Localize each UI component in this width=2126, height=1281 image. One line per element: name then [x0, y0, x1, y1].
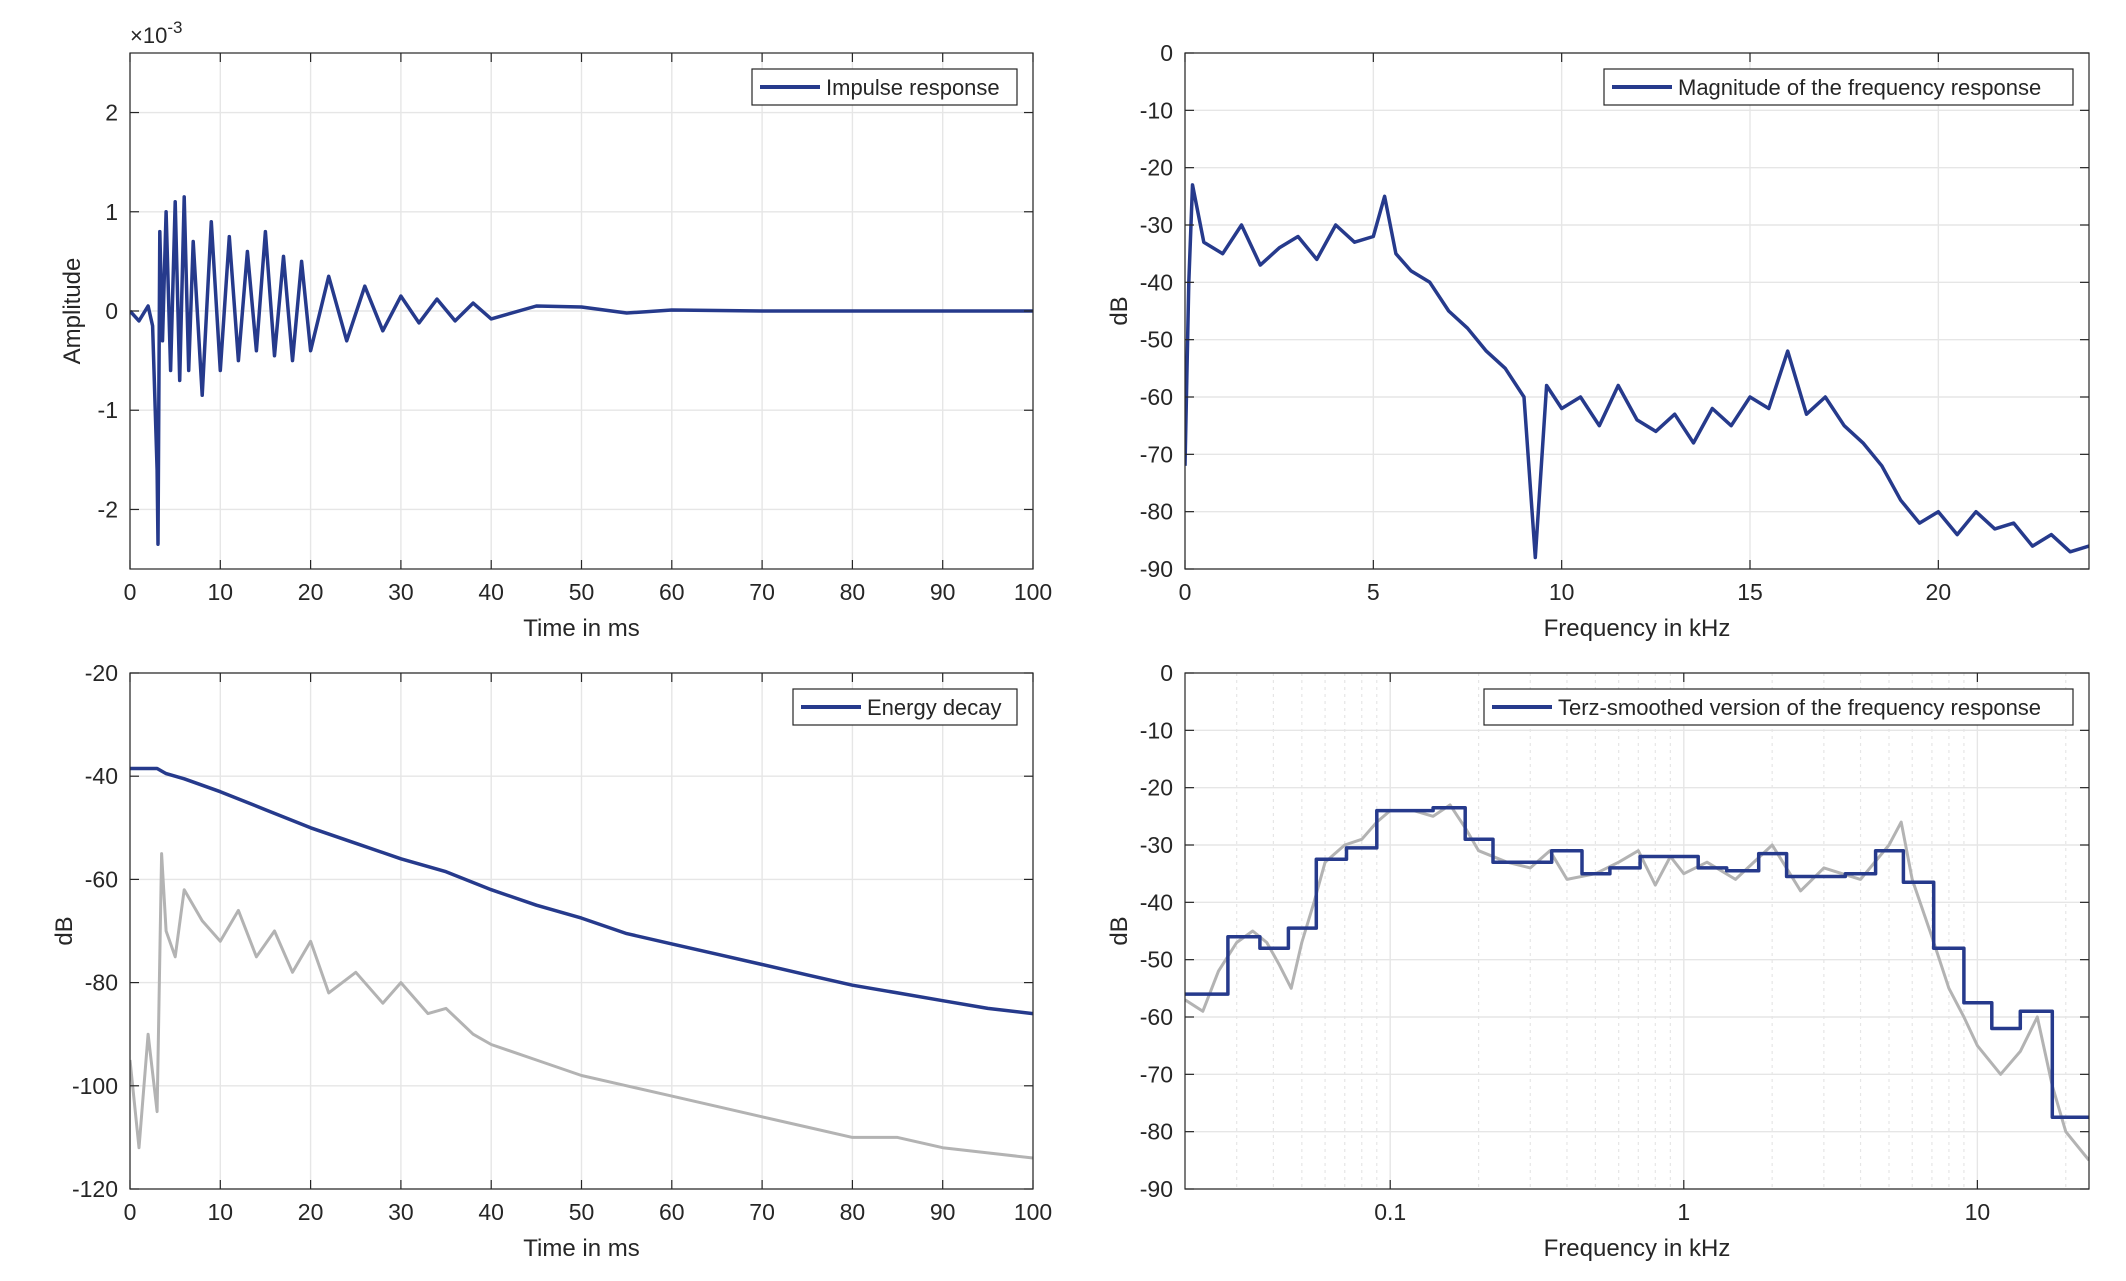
y-tick-label: -40 — [1140, 269, 1173, 295]
y-tick-label: -20 — [1140, 155, 1173, 181]
magnitude-chart: 0 5 10 15 20 0 -10 -20 -30 -40 -50 -60 -70 -80 -90 Freq… — [1106, 40, 2090, 642]
x-tick-label: 90 — [930, 579, 956, 605]
y-tick-label: -10 — [1140, 717, 1173, 743]
x-tick-label: 40 — [478, 579, 504, 605]
y-tick-label: 0 — [1160, 40, 1173, 66]
y-tick-label: 0 — [105, 298, 118, 324]
y-tick-label: -20 — [1140, 775, 1173, 801]
x-axis-label: Frequency in kHz — [1544, 615, 1731, 642]
y-tick-label: -30 — [1140, 212, 1173, 238]
x-tick-label: 0 — [124, 579, 137, 605]
series-line — [130, 766, 1033, 1016]
legend: Magnitude of the frequency response — [1603, 68, 2074, 106]
legend-label: Terz-smoothed version of the frequency r… — [1558, 695, 2041, 720]
y-tick-label: -80 — [85, 970, 118, 996]
x-tick-label: 1 — [1677, 1199, 1690, 1225]
x-tick-label: 10 — [1549, 579, 1575, 605]
x-tick-label: 80 — [840, 1199, 866, 1225]
x-axis-label: Frequency in kHz — [1544, 1235, 1731, 1262]
exponent-base: ×10 — [130, 23, 167, 48]
y-tick-label: -60 — [1140, 1004, 1173, 1030]
y-tick-label: -1 — [98, 397, 118, 423]
x-tick-label: 0.1 — [1374, 1199, 1406, 1225]
x-tick-label: 10 — [1965, 1199, 1991, 1225]
x-tick-label: 40 — [478, 1199, 504, 1225]
exponent-power: -3 — [167, 18, 182, 37]
y-tick-label: -80 — [1140, 1119, 1173, 1145]
x-tick-label: 0 — [1179, 579, 1192, 605]
x-tick-label: 100 — [1014, 579, 1052, 605]
x-tick-label: 70 — [749, 579, 775, 605]
y-tick-label: -80 — [1140, 499, 1173, 525]
x-tick-label: 60 — [659, 1199, 685, 1225]
y-axis-label: dB — [1106, 296, 1133, 325]
legend: Energy decay — [792, 688, 1018, 726]
y-tick-label: -60 — [1140, 384, 1173, 410]
legend-box — [1603, 68, 2074, 106]
y-tick-label: 1 — [105, 199, 118, 225]
axes-box — [1184, 672, 2090, 1190]
x-tick-label: 20 — [298, 1199, 324, 1225]
y-tick-label: -50 — [1140, 327, 1173, 353]
y-tick-label: -40 — [85, 763, 118, 789]
x-tick-label: 0 — [124, 1199, 137, 1225]
x-tick-label: 50 — [569, 1199, 595, 1225]
series-line — [1185, 805, 2089, 1120]
axes-box — [1184, 52, 2090, 570]
x-tick-label: 30 — [388, 579, 414, 605]
x-tick-label: 15 — [1737, 579, 1763, 605]
x-tick-label: 5 — [1367, 579, 1380, 605]
x-tick-label: 60 — [659, 579, 685, 605]
y-axis-label: dB — [1106, 916, 1133, 945]
y-tick-label: -90 — [1140, 1176, 1173, 1202]
legend: Impulse response — [751, 68, 1018, 106]
y-tick-label: -30 — [1140, 832, 1173, 858]
x-tick-label: 70 — [749, 1199, 775, 1225]
x-tick-label: 100 — [1014, 1199, 1052, 1225]
legend: Terz-smoothed version of the frequency r… — [1483, 688, 2074, 726]
y-tick-label: 0 — [1160, 660, 1173, 686]
x-tick-label: 10 — [208, 579, 234, 605]
y-tick-label: -120 — [72, 1176, 118, 1202]
x-tick-label: 50 — [569, 579, 595, 605]
y-tick-label: -40 — [1140, 889, 1173, 915]
y-tick-label: -20 — [85, 660, 118, 686]
legend-box — [1483, 688, 2074, 726]
y-tick-label: -10 — [1140, 97, 1173, 123]
series-line — [130, 195, 1033, 546]
series-line — [1185, 183, 2089, 560]
y-tick-label: -60 — [85, 866, 118, 892]
legend-label: Magnitude of the frequency response — [1678, 75, 2041, 100]
y-axis-label: dB — [51, 916, 78, 945]
x-tick-label: 80 — [840, 579, 866, 605]
y-tick-label: -2 — [98, 496, 118, 522]
y-tick-label: 2 — [105, 100, 118, 126]
y-tick-label: -90 — [1140, 556, 1173, 582]
x-tick-label: 10 — [208, 1199, 234, 1225]
y-tick-label: -100 — [72, 1073, 118, 1099]
plot-area — [1185, 53, 2089, 569]
plot-area — [1185, 673, 2089, 1189]
y-axis-label: Amplitude — [59, 258, 86, 365]
impulse-chart: 0 10 20 30 40 50 60 70 80 90 100 -2 -1 0 1 2 ×10-3 Time i… — [59, 18, 1052, 642]
energy-chart: 0 10 20 30 40 50 60 70 80 90 100 -20 -40 -60 -80 -100 -1… — [51, 660, 1052, 1262]
secondary-series-line — [130, 852, 1033, 1160]
x-axis-label: Time in ms — [523, 615, 639, 642]
x-tick-label: 20 — [1926, 579, 1952, 605]
legend-label: Impulse response — [826, 75, 1000, 100]
x-tick-label: 90 — [930, 1199, 956, 1225]
terz-chart: 0.1 1 10 0 -10 -20 -30 -40 -50 -60 -70 -80 -90 Freque… — [1106, 660, 2090, 1262]
y-tick-label: -70 — [1140, 1061, 1173, 1087]
legend-label: Energy decay — [867, 695, 1002, 720]
y-tick-label: -70 — [1140, 441, 1173, 467]
y-tick-label: -50 — [1140, 947, 1173, 973]
y-exponent-label: ×10-3 — [130, 18, 182, 48]
x-tick-label: 20 — [298, 579, 324, 605]
x-tick-label: 30 — [388, 1199, 414, 1225]
x-axis-label: Time in ms — [523, 1235, 639, 1262]
